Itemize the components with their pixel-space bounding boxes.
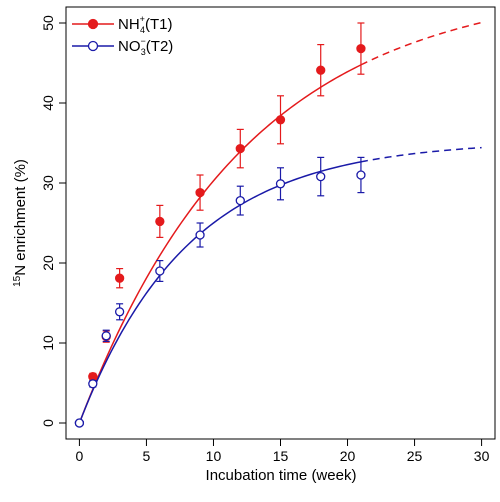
- t1-point: [275, 115, 286, 125]
- y-tick-label: 30: [40, 175, 56, 191]
- t1-point: [316, 65, 326, 75]
- legend: NH+ 4(T1)NO− 3(T2): [72, 14, 173, 57]
- t1-point: [195, 187, 205, 198]
- t2-point: [155, 266, 165, 276]
- y-axis: 0 10 20 30 40 50: [40, 15, 66, 427]
- t1-point: [235, 143, 245, 154]
- t2-point: [356, 170, 366, 180]
- legend-label-base: NO: [118, 38, 141, 55]
- t2-fit-curve: [78, 161, 362, 424]
- x-tick-label: 5: [143, 448, 151, 464]
- x-tick-label: 10: [206, 448, 222, 464]
- x-tick-label: 0: [76, 448, 84, 464]
- t1-fit-extrapolation: [360, 21, 482, 66]
- legend-label-sub: 4: [140, 25, 145, 35]
- t1-point: [114, 273, 125, 283]
- x-axis: 0 5 10 15 20 25 30: [76, 439, 490, 464]
- y-tick-label: 10: [40, 335, 56, 351]
- x-tick-label: 25: [407, 448, 423, 464]
- t2-point: [74, 418, 85, 428]
- t2-point: [316, 171, 326, 182]
- x-axis-label: Incubation time (week): [206, 467, 357, 484]
- x-tick-label: 15: [273, 448, 289, 464]
- y-axis-label-superscript: 15: [12, 275, 23, 287]
- legend-label-base: NH: [118, 16, 140, 33]
- y-axis-label: 15N enrichment (%): [12, 159, 30, 287]
- t2-legend-label: NO− 3(T2): [118, 36, 173, 57]
- t2-point: [275, 179, 286, 189]
- t1-legend-marker: [87, 18, 99, 30]
- y-tick-label: 0: [40, 419, 56, 427]
- y-tick-label: 50: [40, 15, 56, 31]
- plot-frame: [65, 6, 496, 440]
- x-tick-label: 20: [340, 448, 356, 464]
- y-axis-label-main: N enrichment (%): [12, 159, 29, 276]
- t1-fit-curve: [78, 64, 362, 424]
- data-points: [74, 22, 366, 428]
- t2-point: [195, 230, 205, 240]
- t2-fit-extrapolation: [360, 146, 482, 163]
- t1-point: [155, 216, 165, 227]
- y-tick-label: 40: [40, 95, 56, 111]
- legend-label-sub: 3: [141, 47, 146, 57]
- t2-point: [114, 307, 125, 317]
- t1-point: [356, 43, 366, 54]
- legend-label-sup: +: [140, 14, 145, 24]
- t1-legend-label: NH+ 4(T1): [118, 14, 172, 35]
- t2-point: [235, 195, 245, 206]
- fit-curves: [78, 21, 482, 424]
- t2-point: [88, 379, 98, 389]
- y-tick-label: 20: [40, 255, 56, 271]
- x-tick-label: 30: [474, 448, 490, 464]
- legend-label-suffix: (T1): [145, 16, 173, 33]
- legend-label-suffix: (T2): [146, 38, 174, 55]
- legend-label-sup: −: [141, 36, 146, 46]
- t2-legend-marker: [87, 40, 99, 52]
- t2-point: [101, 331, 111, 341]
